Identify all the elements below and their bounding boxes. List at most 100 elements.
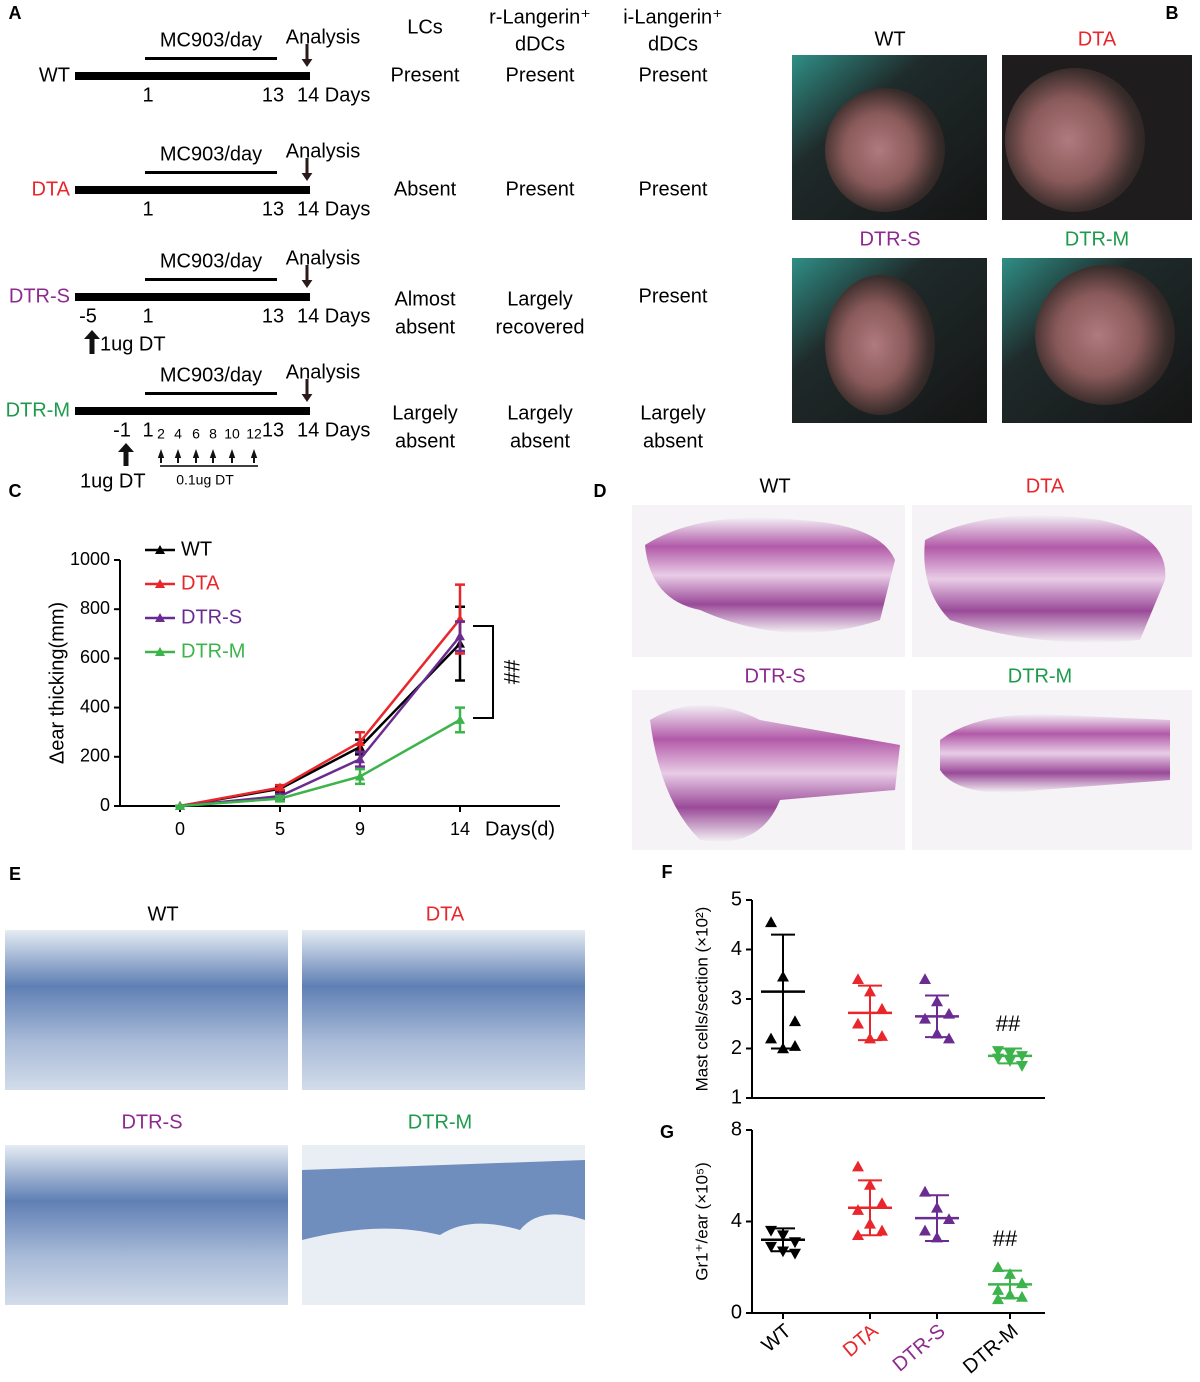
y-tick-label: 600 — [80, 647, 110, 667]
x-tick-label: 5 — [275, 819, 285, 839]
annotation: ## — [499, 660, 524, 685]
point — [789, 1248, 801, 1260]
day-label: 8 — [209, 426, 217, 442]
column-header: r-Langerin⁺ — [489, 6, 591, 28]
arrow-head — [174, 449, 182, 458]
point — [992, 1293, 1004, 1305]
point — [864, 1178, 876, 1190]
image — [302, 930, 585, 1090]
point — [789, 1237, 801, 1249]
point — [931, 1201, 943, 1213]
status: Present — [639, 178, 708, 200]
point — [1016, 1061, 1028, 1072]
series-line — [179, 618, 461, 808]
significance-bracket — [473, 625, 494, 719]
status: Almost — [394, 288, 456, 310]
analysis-label: Analysis — [286, 26, 360, 48]
y-tick-label: 400 — [80, 696, 110, 716]
photo-ear — [825, 275, 935, 415]
point — [919, 1185, 931, 1197]
tb-images — [5, 930, 585, 1305]
point — [992, 1261, 1004, 1273]
treatment-label: MC903/day — [160, 143, 262, 165]
arrow-head — [250, 449, 258, 458]
panel-label: E — [9, 864, 21, 884]
legend-label: DTR-S — [181, 606, 242, 628]
point — [355, 754, 365, 764]
image-label: DTR-M — [1065, 228, 1129, 250]
image-label: DTA — [1026, 475, 1065, 497]
y-tick-label: 800 — [80, 598, 110, 618]
panel-label: G — [660, 1122, 674, 1142]
point — [852, 973, 864, 984]
y-axis-label: Δear thicking(mm) — [46, 602, 68, 764]
analysis-label: Analysis — [286, 140, 360, 162]
point — [175, 801, 185, 810]
y-tick-label: 200 — [80, 746, 110, 766]
photo-ear — [825, 88, 945, 212]
status: Absent — [394, 178, 457, 200]
image-label: WT — [759, 475, 790, 497]
group-label: WT — [39, 64, 70, 86]
timeline — [75, 407, 310, 415]
point — [943, 1032, 955, 1044]
status: Present — [506, 64, 575, 86]
point — [876, 1224, 888, 1236]
x-tick-label: WT — [758, 1320, 796, 1357]
dose-label: 1ug DT — [100, 333, 166, 355]
point — [275, 793, 285, 803]
status: absent — [643, 430, 703, 452]
point — [1004, 1288, 1016, 1300]
photo-ear — [1035, 265, 1175, 405]
point — [864, 1032, 876, 1044]
status: Largely — [507, 288, 573, 310]
treatment-label: MC903/day — [160, 29, 262, 51]
day-label: 14 Days — [297, 419, 370, 441]
status: Largely — [640, 402, 706, 424]
point — [765, 1032, 777, 1044]
status: Present — [639, 64, 708, 86]
point — [777, 1230, 789, 1242]
point — [943, 1213, 955, 1225]
status: Present — [391, 64, 460, 86]
image-label: DTR-M — [1008, 665, 1072, 687]
point — [1004, 1268, 1016, 1279]
image-label: DTR-M — [408, 1111, 472, 1133]
group-label: DTA — [31, 178, 70, 200]
day-label: 4 — [174, 426, 182, 442]
tissue — [650, 705, 900, 842]
tissue — [924, 515, 1166, 643]
timeline — [75, 293, 310, 301]
point — [355, 737, 365, 747]
x-tick-label: DTR-M — [959, 1320, 1023, 1378]
point — [455, 631, 465, 641]
group-label: DTR-S — [9, 285, 70, 307]
arrow-head — [301, 59, 313, 67]
photo-ear — [1005, 68, 1145, 212]
y-tick-label: 4 — [731, 1210, 742, 1232]
panel-label: F — [662, 862, 673, 882]
treatment-label: MC903/day — [160, 250, 262, 272]
arrow-head — [301, 280, 313, 288]
analysis-label: Analysis — [286, 247, 360, 269]
arrow-head — [301, 394, 313, 402]
point — [931, 1027, 943, 1039]
x-tick-label: 0 — [175, 819, 185, 839]
day-label: 13 — [262, 84, 284, 106]
x-tick-label: 14 — [450, 819, 470, 839]
legend-marker — [155, 545, 165, 554]
y-tick-label: 0 — [100, 795, 110, 815]
column-header: dDCs — [515, 33, 565, 55]
column-header: dDCs — [648, 33, 698, 55]
series-line — [179, 718, 461, 808]
day-label: -1 — [113, 419, 131, 441]
panel-label: A — [9, 3, 22, 23]
day-label: 12 — [246, 426, 262, 442]
status: recovered — [496, 316, 585, 338]
point — [455, 714, 465, 724]
point — [789, 1015, 801, 1027]
column-header: i-Langerin⁺ — [623, 6, 723, 28]
arrow-head — [118, 443, 134, 452]
y-tick-label: 4 — [731, 938, 742, 960]
